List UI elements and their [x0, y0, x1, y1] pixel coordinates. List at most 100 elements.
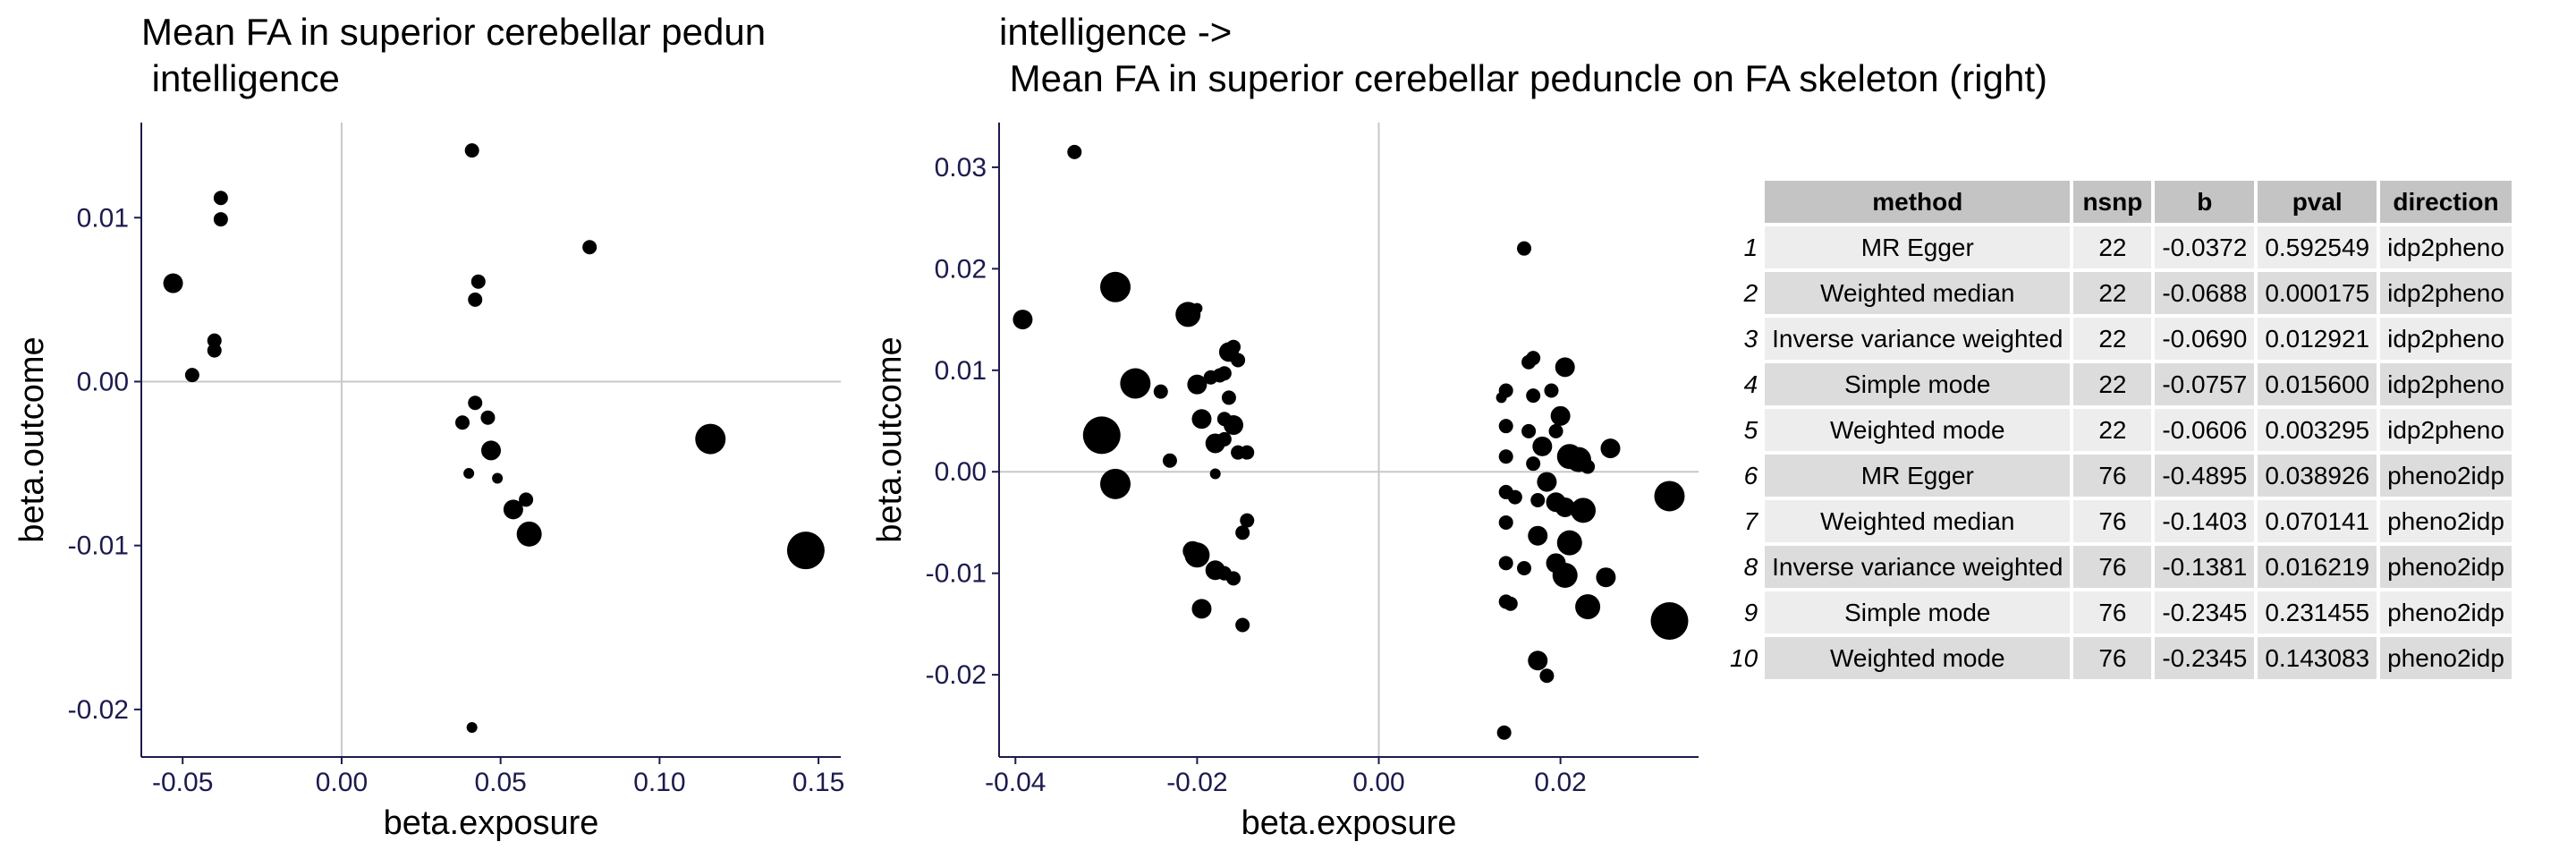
table-cell-b: -0.0757 — [2155, 363, 2255, 405]
row-index: 10 — [1730, 643, 1758, 672]
data-point — [1530, 492, 1546, 507]
y-tick-label: 0.03 — [935, 153, 987, 183]
chart-1-plot: -0.05 0.00 0.05 0.10 0.15 -0.02 -0.01 0.00 0.01 b… — [13, 123, 844, 842]
table-cell-direction: pheno2idp — [2380, 500, 2512, 542]
data-point — [163, 273, 183, 293]
y-axis-label: beta.outcome — [871, 336, 909, 542]
data-point — [695, 423, 726, 455]
data-point — [1528, 525, 1548, 546]
table-cell-direction: pheno2idp — [2380, 591, 2512, 634]
y-tick-label: 0.01 — [77, 203, 129, 233]
table-cell-pval: 0.143083 — [2258, 637, 2377, 679]
row-index: 8 — [1743, 552, 1758, 581]
y-axis-label: beta.outcome — [13, 336, 51, 542]
data-point — [1526, 388, 1541, 404]
table-cell-nsnp: 22 — [2073, 363, 2152, 405]
x-axis-label: beta.exposure — [1241, 804, 1457, 842]
chart-1-title: Mean FA in superior cerebellar pedun int… — [141, 11, 767, 99]
table-corner-cell — [1730, 181, 1761, 223]
data-point — [463, 468, 475, 480]
table-row: 2 Weighted median 22 -0.0688 0.000175 idp2phe… — [1730, 272, 2512, 314]
data-point — [1507, 489, 1522, 505]
table-cell-method: Inverse variance weighted — [1765, 546, 2071, 588]
y-tick-label: -0.02 — [926, 660, 987, 690]
y-tick-label: 0.02 — [935, 254, 987, 284]
y-tick-label: 0.00 — [935, 457, 987, 487]
y-tick-label: -0.01 — [68, 532, 129, 561]
table-cell-nsnp: 22 — [2073, 318, 2152, 360]
data-point — [470, 274, 486, 289]
y-tick-label: 0.00 — [77, 367, 129, 396]
y-tick-label: -0.01 — [926, 559, 987, 589]
table-cell-direction: pheno2idp — [2380, 637, 2512, 679]
data-point — [1550, 405, 1571, 426]
table-header-row: method nsnp b pval direction — [1730, 181, 2512, 223]
table-cell-method: Simple mode — [1765, 363, 2071, 405]
table-header-pval: pval — [2258, 181, 2377, 223]
table-cell-direction: idp2pheno — [2380, 226, 2512, 268]
table-cell-nsnp: 76 — [2073, 637, 2152, 679]
table-cell-nsnp: 76 — [2073, 591, 2152, 634]
x-tick-label: -0.02 — [1166, 768, 1227, 797]
data-point — [1187, 374, 1208, 395]
data-point — [1099, 271, 1131, 302]
table-cell-nsnp: 22 — [2073, 272, 2152, 314]
data-point — [207, 333, 222, 348]
table-row: 10 Weighted mode 76 -0.2345 0.143083 pheno2id… — [1730, 637, 2512, 679]
table-cell-direction: idp2pheno — [2380, 363, 2512, 405]
x-tick-label: 0.15 — [792, 768, 844, 797]
data-point — [503, 499, 523, 520]
data-point — [1226, 339, 1241, 354]
table-cell-direction: idp2pheno — [2380, 409, 2512, 451]
table-cell-pval: 0.012921 — [2258, 318, 2377, 360]
data-point — [455, 415, 470, 430]
row-index: 2 — [1743, 278, 1758, 307]
row-index: 9 — [1743, 598, 1758, 626]
data-point — [1496, 392, 1507, 404]
table-body: 1 MR Egger 22 -0.0372 0.592549 idp2pheno 2 Weig… — [1730, 226, 2512, 679]
table-header-direction: direction — [2380, 181, 2512, 223]
data-point — [1498, 449, 1513, 464]
x-tick-label: 0.00 — [1352, 768, 1404, 797]
table-cell-b: -0.0372 — [2155, 226, 2255, 268]
data-point — [1013, 310, 1033, 330]
data-point — [1153, 384, 1168, 399]
table-cell-nsnp: 76 — [2073, 455, 2152, 497]
data-point — [480, 410, 496, 425]
data-point — [1571, 498, 1597, 523]
table-row: 7 Weighted median 76 -0.1403 0.070141 pheno2i… — [1730, 500, 2512, 542]
data-point — [1191, 409, 1212, 430]
table-row: 6 MR Egger 76 -0.4895 0.038926 pheno2idp — [1730, 455, 2512, 497]
data-point — [1120, 368, 1151, 399]
table-row: 1 MR Egger 22 -0.0372 0.592549 idp2pheno — [1730, 226, 2512, 268]
table-cell-method: Weighted median — [1765, 272, 2071, 314]
data-point — [1555, 497, 1575, 517]
table-row: 5 Weighted mode 22 -0.0606 0.003295 idp2pheno — [1730, 409, 2512, 451]
data-point — [213, 212, 228, 227]
row-index: 7 — [1743, 506, 1758, 535]
data-point — [1521, 354, 1537, 370]
table-cell-method: Weighted mode — [1765, 409, 2071, 451]
data-point — [1498, 556, 1513, 571]
row-index: 4 — [1743, 370, 1758, 398]
data-point — [464, 143, 479, 158]
data-point — [184, 368, 199, 383]
data-point — [1580, 459, 1596, 474]
data-point — [1548, 423, 1563, 438]
table-cell-direction: idp2pheno — [2380, 272, 2512, 314]
table-cell-direction: pheno2idp — [2380, 546, 2512, 588]
data-point — [519, 492, 534, 507]
data-point — [1498, 419, 1513, 434]
data-point — [1184, 542, 1210, 568]
x-axis-label: beta.exposure — [384, 804, 599, 842]
x-tick-label: -0.04 — [985, 768, 1046, 797]
table-cell-method: MR Egger — [1765, 455, 2071, 497]
data-point — [1191, 302, 1203, 314]
table-cell-method: MR Egger — [1765, 226, 2071, 268]
table-cell-b: -0.0690 — [2155, 318, 2255, 360]
data-point — [1596, 567, 1616, 588]
table-cell-pval: 0.000175 — [2258, 272, 2377, 314]
table-cell-b: -0.1403 — [2155, 500, 2255, 542]
data-point — [1162, 453, 1177, 468]
mr-results-table: method nsnp b pval direction 1 MR Egger 22 -0.0… — [1726, 177, 2515, 683]
